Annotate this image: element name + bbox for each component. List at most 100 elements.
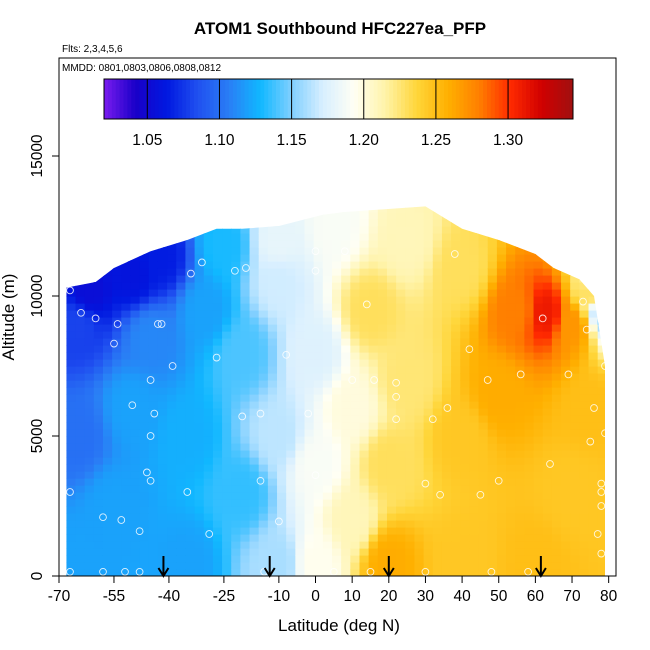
- heatmap-cell: [157, 206, 168, 213]
- heatmap-cell: [167, 373, 177, 381]
- sample-point: [77, 308, 85, 317]
- heatmap-cell: [231, 324, 241, 332]
- heatmap-cell: [258, 499, 269, 507]
- heatmap-cell: [313, 345, 324, 353]
- colorbar-segment: [186, 79, 191, 119]
- colorbar-segment: [557, 79, 562, 119]
- heatmap-cell: [579, 198, 589, 206]
- heatmap-cell: [93, 562, 104, 570]
- heatmap-cell: [432, 345, 443, 353]
- heatmap-cell: [121, 569, 132, 576]
- sample-point: [275, 517, 283, 526]
- heatmap-cell: [66, 226, 77, 234]
- heatmap-cell: [304, 422, 315, 430]
- heatmap-cell: [277, 436, 287, 444]
- heatmap-cell: [240, 457, 251, 465]
- heatmap-cell: [112, 219, 122, 227]
- heatmap-cell: [478, 268, 489, 276]
- heatmap-cell: [414, 394, 425, 402]
- heatmap-cell: [506, 548, 516, 556]
- heatmap-cell: [377, 352, 388, 360]
- heatmap-cell: [570, 289, 580, 297]
- heatmap-cell: [93, 457, 104, 465]
- heatmap-cell: [139, 359, 150, 367]
- heatmap-cell: [405, 324, 416, 332]
- heatmap-cell: [277, 415, 287, 423]
- heatmap-cell: [66, 534, 77, 542]
- heatmap-cell: [130, 317, 141, 325]
- sample-point: [465, 345, 474, 354]
- heatmap-cell: [551, 268, 562, 276]
- heatmap-cell: [286, 296, 296, 304]
- heatmap-cell: [460, 499, 471, 507]
- heatmap-cell: [570, 226, 580, 234]
- heatmap-cell: [570, 534, 580, 542]
- heatmap-cell: [93, 359, 104, 367]
- x-tick-label: -25: [213, 588, 235, 605]
- heatmap-cell: [460, 373, 471, 381]
- heatmap-cell: [112, 527, 122, 535]
- heatmap-cell: [570, 555, 580, 563]
- heatmap-cell: [423, 408, 434, 416]
- heatmap-cell: [332, 345, 342, 353]
- heatmap-cell: [405, 198, 415, 206]
- heatmap-cell: [212, 457, 223, 465]
- heatmap-cell: [414, 387, 425, 395]
- heatmap-cell: [102, 338, 113, 346]
- heatmap-cell: [130, 282, 141, 290]
- heatmap-cell: [258, 555, 269, 563]
- heatmap-cell: [460, 569, 471, 576]
- heatmap-cell: [66, 394, 77, 402]
- heatmap-cell: [130, 506, 141, 514]
- heatmap-cell: [396, 548, 406, 556]
- heatmap-cell: [332, 247, 342, 255]
- heatmap-cell: [478, 247, 489, 255]
- heatmap-cell: [194, 296, 205, 304]
- heatmap-cell: [84, 387, 95, 395]
- heatmap-cell: [588, 226, 599, 234]
- heatmap-cell: [222, 268, 232, 276]
- heatmap-cell: [139, 548, 150, 556]
- heatmap-cell: [130, 324, 141, 332]
- heatmap-cell: [304, 527, 315, 535]
- heatmap-cell: [249, 247, 260, 255]
- heatmap-cell: [121, 289, 132, 297]
- heatmap-cell: [350, 198, 360, 206]
- heatmap-cell: [533, 331, 544, 339]
- heatmap-cell: [533, 366, 544, 374]
- heatmap-cell: [551, 450, 562, 458]
- heatmap-cell: [542, 331, 553, 339]
- heatmap-cell: [451, 541, 461, 549]
- heatmap-cell: [167, 464, 177, 472]
- sample-point: [143, 468, 151, 477]
- heatmap-cell: [551, 247, 562, 255]
- heatmap-cell: [332, 317, 342, 325]
- heatmap-cell: [84, 548, 95, 556]
- heatmap-cell: [167, 387, 177, 395]
- heatmap-cell: [551, 569, 562, 576]
- colorbar-segment: [447, 79, 453, 119]
- heatmap-cell: [258, 317, 269, 325]
- heatmap-cell: [277, 422, 287, 430]
- heatmap-cell: [341, 296, 351, 304]
- heatmap-cell: [203, 275, 214, 283]
- heatmap-cell: [102, 457, 113, 465]
- heatmap-cell: [258, 401, 269, 409]
- heatmap-cell: [84, 555, 95, 563]
- heatmap-cell: [167, 206, 177, 213]
- heatmap-cell: [441, 450, 452, 458]
- heatmap-cell: [551, 506, 562, 514]
- heatmap-cell: [84, 303, 95, 311]
- heatmap-cell: [93, 331, 104, 339]
- heatmap-cell: [176, 240, 187, 248]
- heatmap-cell: [515, 233, 525, 241]
- heatmap-cell: [176, 457, 187, 465]
- heatmap-cell: [515, 324, 525, 332]
- heatmap-cell: [84, 527, 95, 535]
- sample-point: [546, 460, 554, 468]
- heatmap-cell: [322, 562, 333, 570]
- heatmap-cell: [139, 541, 150, 549]
- heatmap-cell: [258, 233, 269, 241]
- heatmap-cell: [551, 394, 562, 402]
